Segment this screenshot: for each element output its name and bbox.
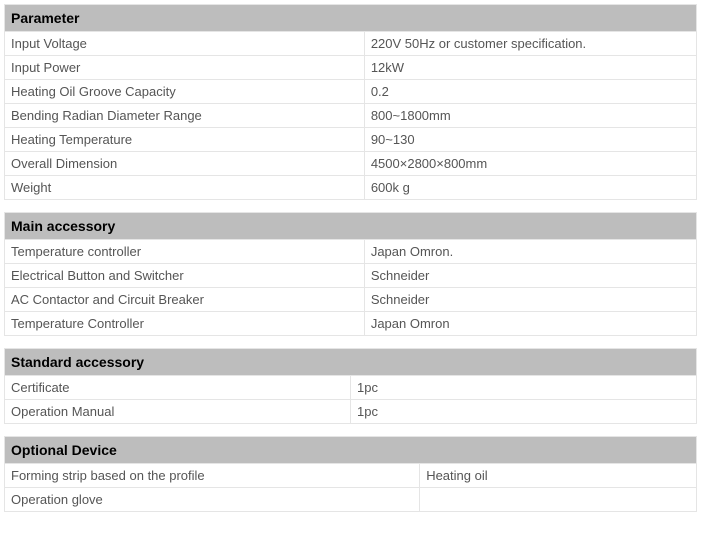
table-row: Bending Radian Diameter Range800~1800mm (5, 104, 697, 128)
param-value: 4500×2800×800mm (364, 152, 696, 176)
table-row: Forming strip based on the profileHeatin… (5, 464, 697, 488)
param-value: Schneider (364, 264, 696, 288)
table-row: Weight600k g (5, 176, 697, 200)
param-name: Input Voltage (5, 32, 365, 56)
param-value: 90~130 (364, 128, 696, 152)
param-name: AC Contactor and Circuit Breaker (5, 288, 365, 312)
parameter-table: Parameter Input Voltage220V 50Hz or cust… (4, 4, 697, 200)
param-value: 12kW (364, 56, 696, 80)
section-header: Standard accessory (5, 349, 697, 376)
param-name: Certificate (5, 376, 351, 400)
table-row: Temperature controllerJapan Omron. (5, 240, 697, 264)
param-value (420, 488, 697, 512)
param-name: Operation Manual (5, 400, 351, 424)
param-value: Japan Omron (364, 312, 696, 336)
param-name: Weight (5, 176, 365, 200)
param-value: Japan Omron. (364, 240, 696, 264)
param-value: 220V 50Hz or customer specification. (364, 32, 696, 56)
param-value: Schneider (364, 288, 696, 312)
main-accessory-table: Main accessory Temperature controllerJap… (4, 212, 697, 336)
param-name: Operation glove (5, 488, 420, 512)
param-value: 0.2 (364, 80, 696, 104)
param-name: Heating Temperature (5, 128, 365, 152)
param-value: 1pc (351, 376, 697, 400)
table-row: AC Contactor and Circuit BreakerSchneide… (5, 288, 697, 312)
table-row: Overall Dimension4500×2800×800mm (5, 152, 697, 176)
table-row: Input Voltage220V 50Hz or customer speci… (5, 32, 697, 56)
optional-device-table: Optional Device Forming strip based on t… (4, 436, 697, 512)
param-name: Overall Dimension (5, 152, 365, 176)
table-row: Operation glove (5, 488, 697, 512)
table-row: Heating Oil Groove Capacity0.2 (5, 80, 697, 104)
table-row: Heating Temperature90~130 (5, 128, 697, 152)
table-row: Electrical Button and SwitcherSchneider (5, 264, 697, 288)
section-header: Optional Device (5, 437, 697, 464)
section-header: Main accessory (5, 213, 697, 240)
param-name: Temperature Controller (5, 312, 365, 336)
param-name: Temperature controller (5, 240, 365, 264)
param-name: Electrical Button and Switcher (5, 264, 365, 288)
standard-accessory-table: Standard accessory Certificate1pc Operat… (4, 348, 697, 424)
param-value: Heating oil (420, 464, 697, 488)
table-row: Operation Manual1pc (5, 400, 697, 424)
param-value: 800~1800mm (364, 104, 696, 128)
param-name: Bending Radian Diameter Range (5, 104, 365, 128)
section-header: Parameter (5, 5, 697, 32)
table-row: Input Power12kW (5, 56, 697, 80)
param-name: Input Power (5, 56, 365, 80)
param-value: 1pc (351, 400, 697, 424)
param-name: Heating Oil Groove Capacity (5, 80, 365, 104)
table-row: Temperature ControllerJapan Omron (5, 312, 697, 336)
table-row: Certificate1pc (5, 376, 697, 400)
param-name: Forming strip based on the profile (5, 464, 420, 488)
param-value: 600k g (364, 176, 696, 200)
